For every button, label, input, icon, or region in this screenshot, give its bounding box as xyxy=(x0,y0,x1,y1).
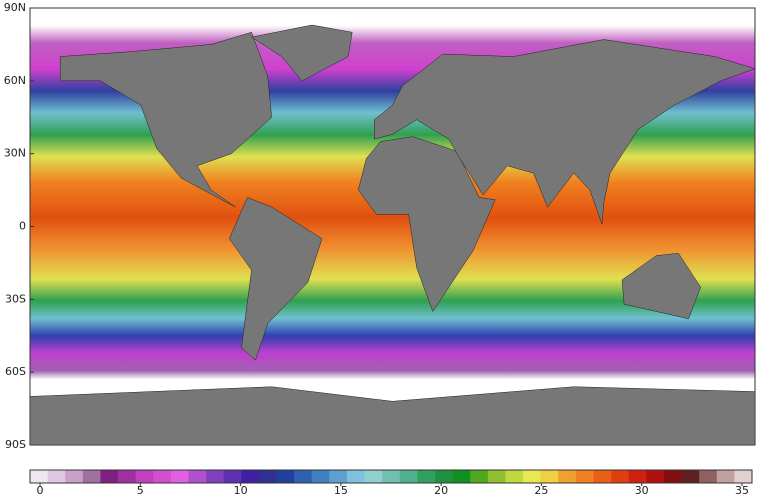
colorbar-swatch xyxy=(47,470,66,483)
lat-label: 60S xyxy=(5,365,26,378)
colorbar-tick-label: 35 xyxy=(735,484,749,497)
colorbar-swatch xyxy=(452,470,471,483)
landmass xyxy=(621,252,701,320)
lat-label: 0 xyxy=(19,220,26,233)
colorbar-tick-label: 20 xyxy=(434,484,448,497)
colorbar-swatch xyxy=(294,470,313,483)
colorbar-swatch xyxy=(628,470,647,483)
colorbar-swatch xyxy=(153,470,172,483)
colorbar-swatch xyxy=(540,470,559,483)
colorbar-swatch xyxy=(206,470,225,483)
colorbar-swatch xyxy=(523,470,541,483)
colorbar-swatch xyxy=(135,470,154,483)
colorbar-swatch xyxy=(505,470,524,483)
colorbar: 0 5 10 15 20 25 30 35 xyxy=(29,469,753,497)
colorbar-tick-label: 25 xyxy=(534,484,548,497)
lat-label: 90N xyxy=(4,1,26,14)
colorbar-frame xyxy=(29,469,753,484)
colorbar-tick-label: 0 xyxy=(37,484,44,497)
colorbar-swatch xyxy=(470,470,489,483)
colorbar-swatch xyxy=(82,470,101,483)
colorbar-swatch xyxy=(417,470,436,483)
colorbar-swatch xyxy=(593,470,612,483)
landmass xyxy=(374,39,756,225)
colorbar-tick-label: 15 xyxy=(334,484,348,497)
land xyxy=(29,24,756,446)
colorbar-swatch xyxy=(364,470,383,483)
colorbar-swatch xyxy=(382,470,401,483)
colorbar-tick-label: 10 xyxy=(234,484,248,497)
colorbar-swatch xyxy=(188,470,207,483)
colorbar-swatch xyxy=(575,470,594,483)
colorbar-swatch xyxy=(558,470,577,483)
colorbar-tick-label: 30 xyxy=(635,484,649,497)
colorbar-swatch xyxy=(435,470,453,483)
colorbar-swatch xyxy=(118,470,136,483)
colorbar-swatch xyxy=(100,470,119,483)
colorbar-swatch xyxy=(65,470,84,483)
colorbar-swatch xyxy=(663,470,682,483)
landmass xyxy=(29,386,756,446)
lat-label: 90S xyxy=(5,438,26,451)
colorbar-swatch xyxy=(681,470,700,483)
colorbar-tick-label: 5 xyxy=(137,484,144,497)
landmass xyxy=(229,197,323,361)
colorbar-swatch xyxy=(276,470,295,483)
colorbar-swatch xyxy=(311,470,330,483)
colorbar-swatch xyxy=(699,470,718,483)
colorbar-swatch xyxy=(329,470,348,483)
colorbar-swatch xyxy=(223,470,242,483)
lat-label: 60N xyxy=(4,74,26,87)
landmass xyxy=(59,31,272,208)
lat-label: 30N xyxy=(4,147,26,160)
colorbar-swatch xyxy=(646,470,665,483)
colorbar-swatch xyxy=(399,470,418,483)
landmass xyxy=(250,24,353,82)
colorbar-swatch xyxy=(487,470,506,483)
colorbar-swatch xyxy=(30,470,48,483)
colorbar-swatch xyxy=(170,470,189,483)
axes: 90N 60N 30N 0 30S 60S 90S xyxy=(4,1,34,451)
colorbar-swatch xyxy=(346,470,365,483)
colorbar-swatch xyxy=(611,470,630,483)
colorbar-swatch xyxy=(716,470,735,483)
colorbar-swatch xyxy=(734,470,753,483)
colorbar-swatch xyxy=(258,470,277,483)
lat-label: 30S xyxy=(5,292,26,305)
colorbar-swatch xyxy=(241,470,260,483)
